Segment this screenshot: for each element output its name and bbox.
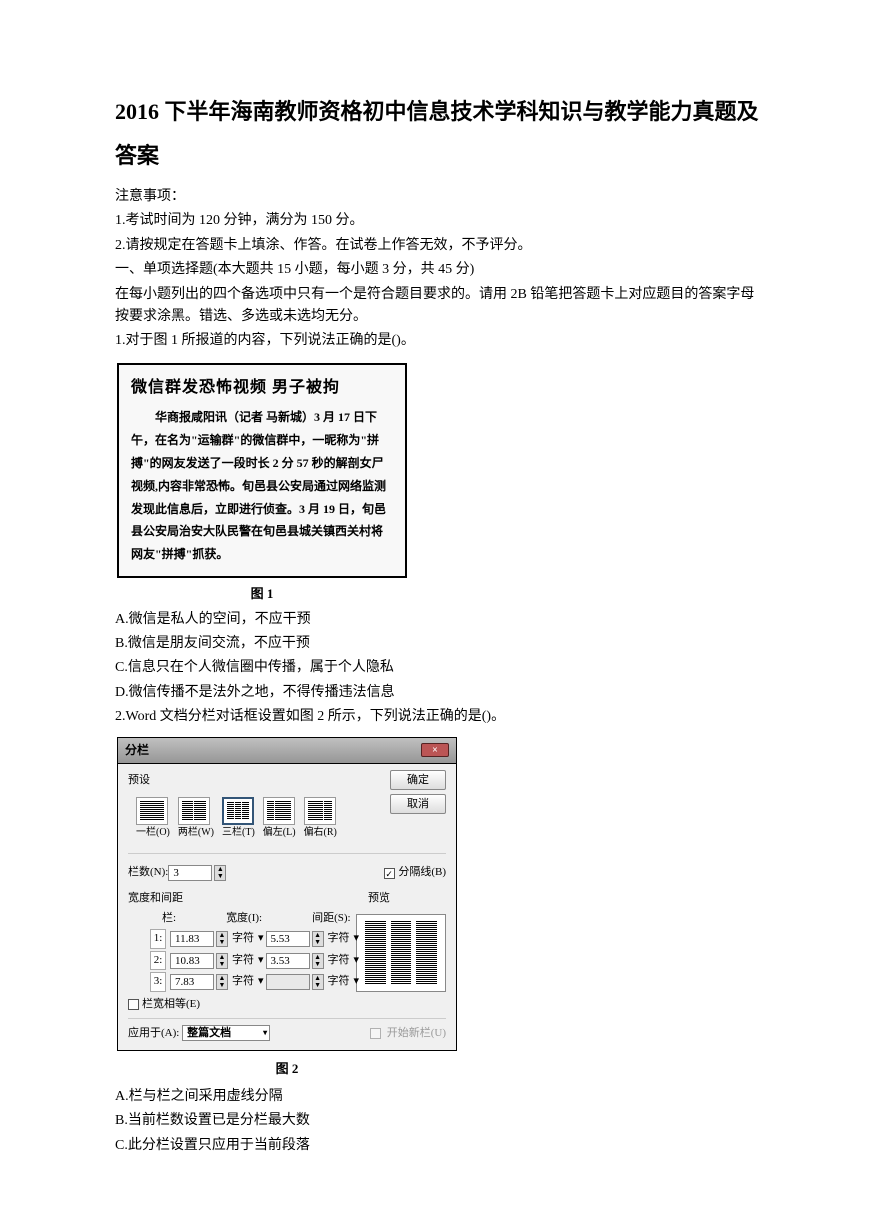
- separator-checkbox[interactable]: [384, 868, 395, 879]
- unit-w-1: 字符: [232, 930, 254, 948]
- section1-header: 一、单项选择题(本大题共 15 小题，每小题 3 分，共 45 分): [115, 259, 759, 281]
- preset-left-icon[interactable]: [263, 797, 295, 825]
- width-input-3[interactable]: 7.83: [170, 974, 214, 990]
- unit-w-3: 字符: [232, 973, 254, 991]
- start-new-label: 开始新栏(U): [387, 1027, 446, 1039]
- ws-idx-3: 3:: [150, 972, 166, 992]
- preset-one-label: 一栏(O): [136, 825, 170, 841]
- spacing-input-3: [266, 974, 310, 990]
- ok-button[interactable]: 确定: [390, 770, 446, 790]
- width-input-1[interactable]: 11.83: [170, 931, 214, 947]
- news-body: 华商报咸阳讯（记者 马新城）3 月 17 日下午，在名为"运输群"的微信群中，一…: [131, 406, 393, 566]
- q2-option-b: B.当前栏数设置已是分栏最大数: [115, 1110, 759, 1132]
- notice-item-2: 2.请按规定在答题卡上填涂、作答。在试卷上作答无效，不予评分。: [115, 235, 759, 257]
- q1-option-b: B.微信是朋友间交流，不应干预: [115, 633, 759, 655]
- col-count-label: 栏数(N):: [128, 864, 168, 882]
- page-title: 2016 下半年海南教师资格初中信息技术学科知识与教学能力真题及答案: [115, 90, 759, 178]
- width-spin-2[interactable]: ▲▼: [216, 953, 228, 969]
- news-clipping: 微信群发恐怖视频 男子被拘 华商报咸阳讯（记者 马新城）3 月 17 日下午，在…: [117, 363, 407, 578]
- preset-three-label: 三栏(T): [222, 825, 255, 841]
- q1-option-c: C.信息只在个人微信圈中传播，属于个人隐私: [115, 657, 759, 679]
- q1-option-d: D.微信传播不是法外之地，不得传播违法信息: [115, 682, 759, 704]
- apply-select[interactable]: 整篇文档▾: [182, 1025, 270, 1041]
- columns-dialog: 分栏 × 确定 取消 预设 一栏(O) 两栏(W) 三栏(T): [117, 737, 457, 1052]
- section1-desc: 在每小题列出的四个备选项中只有一个是符合题目要求的。请用 2B 铅笔把答题卡上对…: [115, 284, 759, 329]
- spacing-spin-3: ▲▼: [312, 974, 324, 990]
- notice-item-1: 1.考试时间为 120 分钟，满分为 150 分。: [115, 210, 759, 232]
- unit-s-3: 字符: [328, 973, 350, 991]
- q2-option-a: A.栏与栏之间采用虚线分隔: [115, 1086, 759, 1108]
- spacing-input-1[interactable]: 5.53: [266, 931, 310, 947]
- width-input-2[interactable]: 10.83: [170, 953, 214, 969]
- header-width: 宽度(I):: [226, 910, 262, 928]
- ws-idx-1: 1:: [150, 929, 166, 949]
- q2-option-c: C.此分栏设置只应用于当前段落: [115, 1135, 759, 1157]
- preview-label: 预览: [368, 890, 390, 908]
- spacing-spin-2[interactable]: ▲▼: [312, 953, 324, 969]
- col-count-spinner[interactable]: ▲▼: [214, 865, 226, 881]
- dialog-title: 分栏: [125, 741, 149, 760]
- preset-two-label: 两栏(W): [178, 825, 214, 841]
- equal-width-checkbox[interactable]: [128, 999, 139, 1010]
- q2-stem: 2.Word 文档分栏对话框设置如图 2 所示，下列说法正确的是()。: [115, 706, 759, 728]
- width-spacing-label: 宽度和间距: [128, 890, 183, 908]
- preset-right-label: 偏右(R): [304, 825, 337, 841]
- ws-idx-2: 2:: [150, 951, 166, 971]
- preset-label: 预设: [128, 772, 168, 790]
- fig2-label: 图 2: [117, 1059, 457, 1080]
- equal-width-label: 栏宽相等(E): [142, 996, 200, 1014]
- col-count-input[interactable]: 3: [168, 865, 212, 881]
- unit-w-2: 字符: [232, 952, 254, 970]
- notice-label: 注意事项：: [115, 186, 759, 208]
- width-spin-3[interactable]: ▲▼: [216, 974, 228, 990]
- separator-label: 分隔线(B): [398, 864, 446, 882]
- header-spacing: 间距(S):: [312, 910, 351, 928]
- q1-stem: 1.对于图 1 所报道的内容，下列说法正确的是()。: [115, 330, 759, 352]
- preset-two-icon[interactable]: [178, 797, 210, 825]
- preset-right-icon[interactable]: [304, 797, 336, 825]
- apply-label: 应用于(A):: [128, 1027, 179, 1039]
- width-spin-1[interactable]: ▲▼: [216, 931, 228, 947]
- q1-option-a: A.微信是私人的空间，不应干预: [115, 609, 759, 631]
- fig1-label: 图 1: [117, 584, 407, 605]
- start-new-checkbox: [370, 1028, 381, 1039]
- dialog-titlebar[interactable]: 分栏 ×: [118, 738, 456, 764]
- unit-s-2: 字符: [328, 952, 350, 970]
- preset-one-icon[interactable]: [136, 797, 168, 825]
- preview-box: [356, 914, 446, 992]
- preset-left-label: 偏左(L): [263, 825, 296, 841]
- unit-s-1: 字符: [328, 930, 350, 948]
- header-col: 栏:: [162, 910, 176, 928]
- close-button[interactable]: ×: [421, 743, 449, 757]
- spacing-spin-1[interactable]: ▲▼: [312, 931, 324, 947]
- spacing-input-2[interactable]: 3.53: [266, 953, 310, 969]
- preset-three-icon[interactable]: [222, 797, 254, 825]
- news-headline: 微信群发恐怖视频 男子被拘: [131, 375, 393, 401]
- cancel-button[interactable]: 取消: [390, 794, 446, 814]
- dialog-body: 确定 取消 预设 一栏(O) 两栏(W) 三栏(T) 偏左(L): [118, 764, 456, 1050]
